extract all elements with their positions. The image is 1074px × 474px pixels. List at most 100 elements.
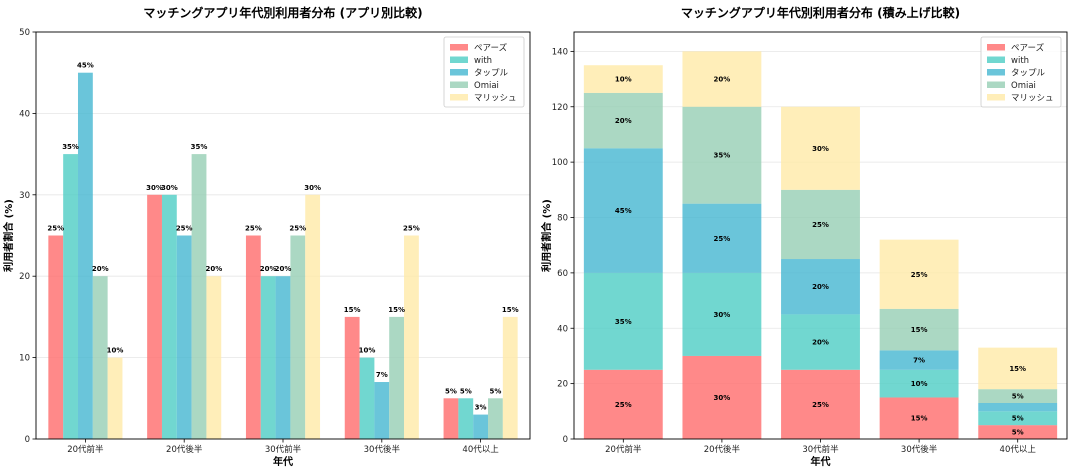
bar bbox=[107, 357, 123, 439]
y-tick-label: 140 bbox=[552, 47, 568, 57]
segment-label: 25% bbox=[714, 235, 731, 243]
legend-swatch bbox=[987, 94, 1005, 101]
legend-label: マリッシュ bbox=[1011, 94, 1054, 104]
bar-label: 25% bbox=[176, 225, 193, 233]
segment-label: 30% bbox=[714, 311, 731, 319]
segment-label: 5% bbox=[1012, 415, 1024, 423]
bar-segment bbox=[978, 411, 1058, 426]
legend-label: Omiai bbox=[1011, 81, 1036, 91]
legend-label: タップル bbox=[1011, 69, 1046, 79]
bar-segment bbox=[682, 355, 762, 439]
bar-label: 10% bbox=[359, 347, 376, 355]
bar bbox=[473, 414, 489, 439]
bar bbox=[245, 235, 261, 439]
legend-swatch bbox=[450, 81, 468, 88]
legend-label: Omiai bbox=[474, 81, 499, 91]
stacked-bar-chart: 25% 30% 25% 15% 5% 35% 30% 20% 10% 5% 45% 25% 20% 7% 2… bbox=[540, 5, 1068, 468]
x-tick-label: 30代後半 bbox=[364, 444, 401, 455]
x-tick-label: 30代後半 bbox=[901, 444, 938, 455]
y-axis-label: 利用者割合 (%) bbox=[2, 199, 15, 272]
bars bbox=[48, 72, 518, 439]
segment-label: 20% bbox=[615, 117, 632, 125]
x-tick-label: 40代以上 bbox=[462, 444, 499, 455]
bar-label: 20% bbox=[92, 265, 109, 273]
y-tick-label: 20 bbox=[19, 272, 30, 282]
bar-label: 25% bbox=[289, 225, 306, 233]
y-tick-label: 60 bbox=[557, 269, 568, 279]
segment-label: 25% bbox=[911, 271, 928, 279]
bars bbox=[583, 51, 1058, 439]
segment-label: 15% bbox=[1009, 365, 1026, 373]
segment-label: 15% bbox=[911, 415, 928, 423]
x-axis-label: 年代 bbox=[273, 455, 293, 468]
bar bbox=[260, 276, 276, 439]
bar bbox=[161, 194, 177, 439]
bar bbox=[176, 235, 192, 439]
bar-label: 5% bbox=[445, 387, 457, 395]
segment-label: 25% bbox=[812, 401, 829, 409]
bar-label: 25% bbox=[47, 225, 64, 233]
segment-label: 35% bbox=[714, 152, 731, 160]
bar bbox=[77, 72, 93, 439]
bar-label: 30% bbox=[304, 184, 321, 192]
legend-label: ペアーズ bbox=[474, 43, 508, 54]
segment-label: 20% bbox=[714, 76, 731, 84]
y-axis: 0 10 20 30 40 50 bbox=[19, 28, 36, 445]
segment-label: 30% bbox=[714, 394, 731, 402]
bar bbox=[63, 154, 78, 439]
bar-segment bbox=[879, 239, 959, 309]
y-tick-label: 50 bbox=[19, 28, 30, 38]
bar bbox=[458, 398, 474, 439]
legend-box bbox=[980, 36, 1062, 108]
bar bbox=[502, 316, 518, 439]
bar-segment bbox=[978, 347, 1058, 390]
chart-title: マッチングアプリ年代別利用者分布 (アプリ別比較) bbox=[143, 5, 422, 20]
bar-segment bbox=[879, 369, 959, 398]
bar-segment bbox=[781, 369, 860, 439]
bar-label: 15% bbox=[344, 306, 361, 314]
y-axis-label: 利用者割合 (%) bbox=[540, 199, 553, 272]
y-tick-label: 10 bbox=[19, 354, 30, 364]
y-tick-label: 40 bbox=[557, 324, 568, 334]
y-tick-label: 120 bbox=[552, 103, 568, 113]
legend-swatch bbox=[450, 69, 468, 76]
bar-label: 15% bbox=[388, 306, 405, 314]
bar-segment bbox=[583, 148, 663, 273]
bar bbox=[404, 235, 419, 439]
bar-label: 5% bbox=[489, 387, 501, 395]
legend-label: with bbox=[474, 56, 492, 66]
segment-label: 25% bbox=[615, 401, 632, 409]
bar-segment bbox=[978, 403, 1058, 412]
legend-swatch bbox=[450, 94, 468, 101]
legend-swatch bbox=[450, 44, 468, 51]
y-tick-label: 0 bbox=[25, 435, 30, 445]
legend-label: タップル bbox=[474, 69, 509, 79]
bar-segment bbox=[583, 65, 663, 93]
x-axis-label: 年代 bbox=[811, 455, 831, 468]
grouped-bar-chart: 25% 30% 25% 15% 5% 35% 30% 20% 10% 5% 45% 25% 20% 7% 3… bbox=[2, 5, 531, 468]
bar-label: 30% bbox=[161, 184, 178, 192]
bar-segment bbox=[682, 106, 762, 204]
legend-swatch bbox=[987, 44, 1005, 51]
x-tick-label: 20代前半 bbox=[67, 444, 104, 455]
bar-label: 35% bbox=[191, 143, 208, 151]
y-tick-label: 80 bbox=[557, 214, 568, 224]
bar-segment bbox=[879, 350, 959, 370]
bar-label: 25% bbox=[245, 225, 262, 233]
bar bbox=[443, 398, 459, 439]
bar bbox=[191, 154, 207, 439]
legend: ペアーズ with タップル Omiai マリッシュ bbox=[443, 36, 525, 108]
x-axis: 20代前半 20代後半 30代前半 30代後半 40代以上 bbox=[605, 439, 1036, 455]
bar bbox=[359, 357, 375, 439]
bar-label: 20% bbox=[275, 265, 292, 273]
segment-label: 15% bbox=[911, 326, 928, 334]
bar bbox=[389, 316, 405, 439]
bar bbox=[344, 316, 360, 439]
segment-label: 30% bbox=[812, 145, 829, 153]
legend-label: ペアーズ bbox=[1011, 43, 1045, 54]
bar bbox=[488, 398, 503, 439]
x-tick-label: 20代後半 bbox=[166, 444, 203, 455]
bar-label: 20% bbox=[205, 265, 222, 273]
bar-label: 45% bbox=[77, 62, 94, 70]
